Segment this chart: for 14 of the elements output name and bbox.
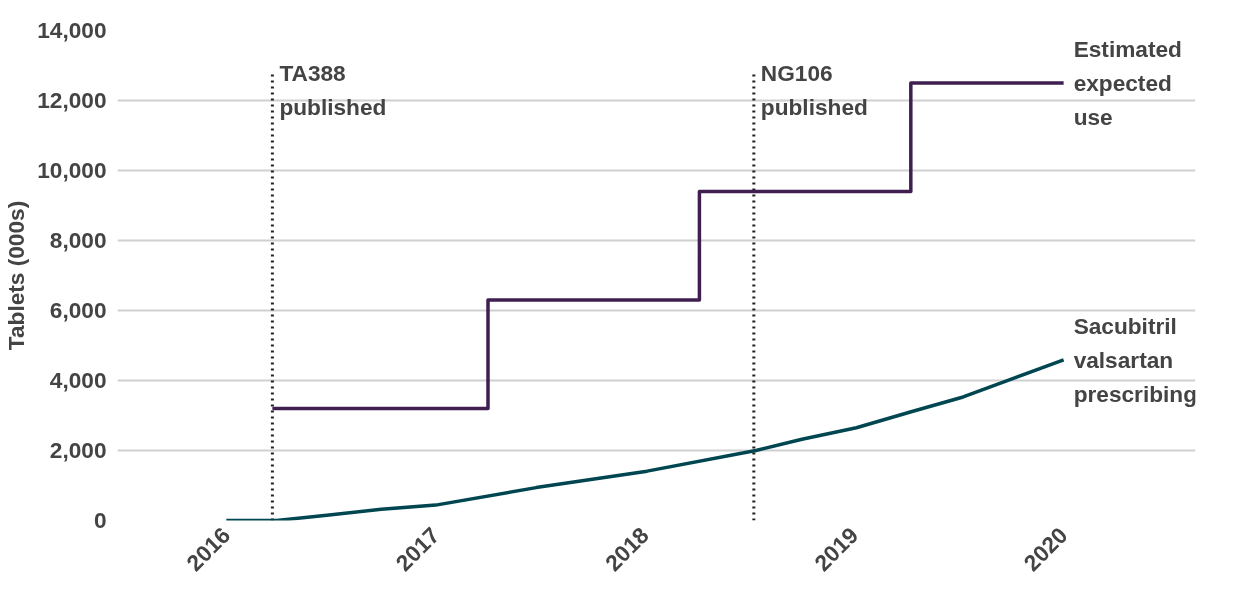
series-label: Estimated expected use xyxy=(1073,36,1182,130)
line-series xyxy=(224,358,1066,521)
series-label: Sacubitril valsartan prescribing xyxy=(1073,313,1198,407)
y-tick-label: 10,000 xyxy=(37,157,107,183)
y-tick-label: 14,000 xyxy=(37,17,107,43)
ref-line-label: TA388 published xyxy=(279,60,387,120)
y-tick-label: 4,000 xyxy=(49,367,107,393)
y-tick-label: 0 xyxy=(93,507,107,533)
y-tick-label: 12,000 xyxy=(37,87,107,113)
y-tick-label: 6,000 xyxy=(49,297,107,323)
y-tick-label: 2,000 xyxy=(49,437,107,463)
y-tick-label: 8,000 xyxy=(49,227,107,253)
y-axis-title: Tablets (000s) xyxy=(3,200,30,351)
ref-line-label: NG106 published xyxy=(760,60,868,120)
